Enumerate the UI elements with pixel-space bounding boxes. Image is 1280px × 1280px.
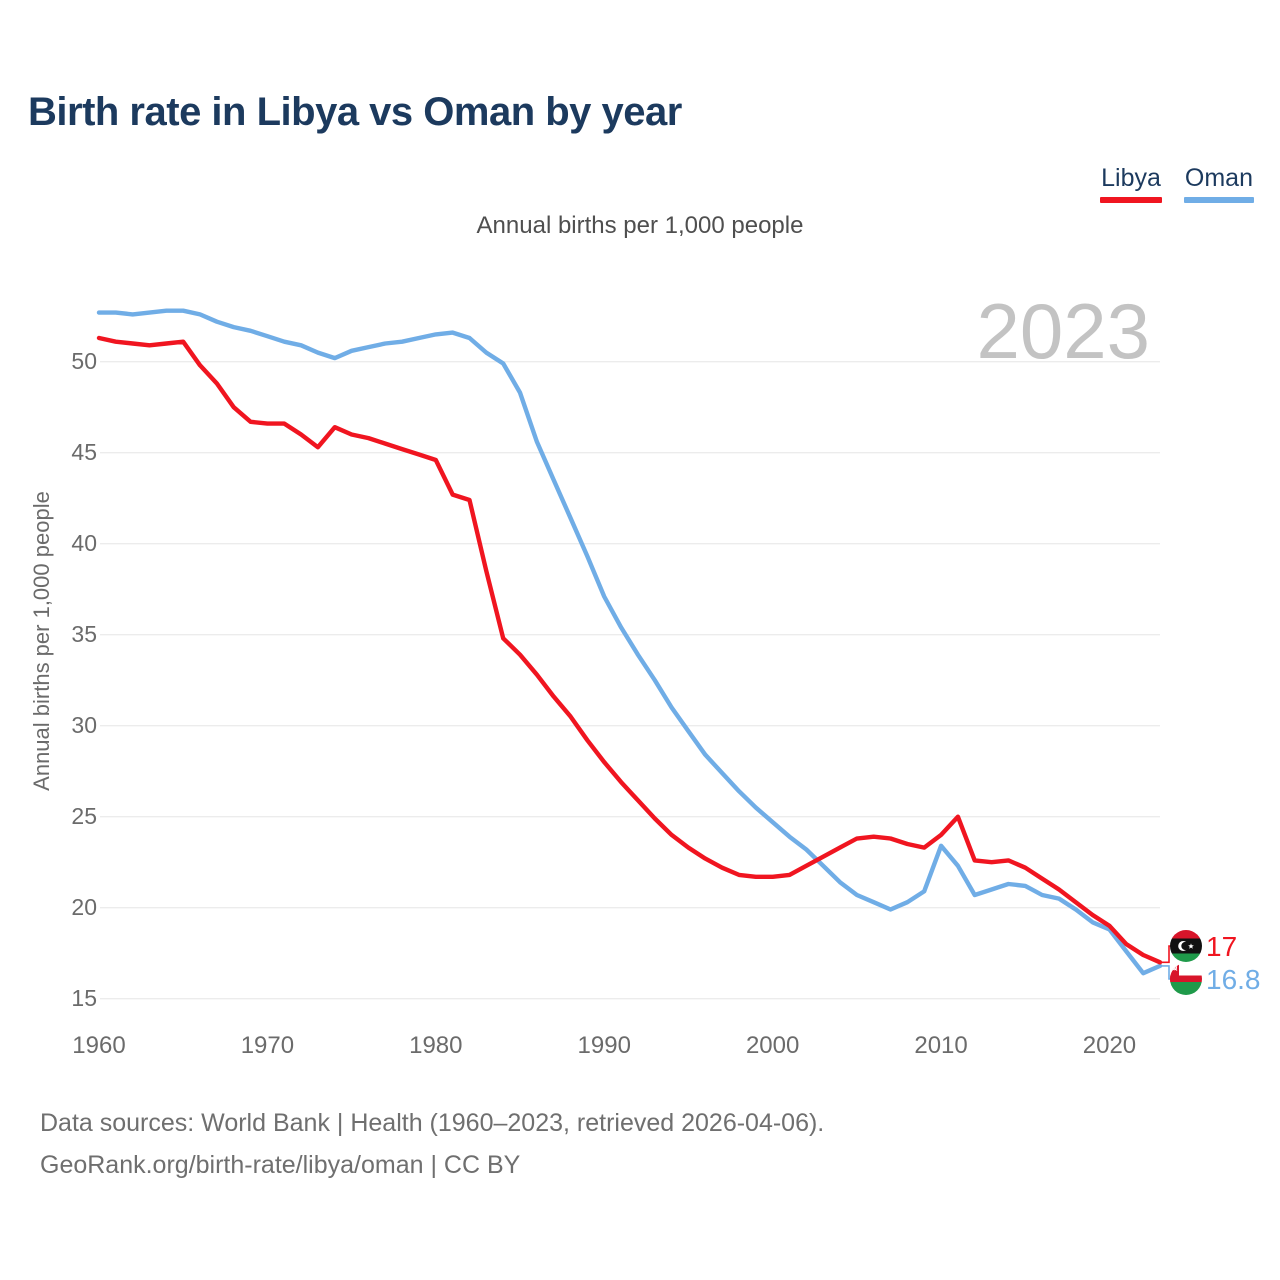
y-tick-label: 45 xyxy=(71,438,97,465)
legend-label-libya: Libya xyxy=(1101,164,1161,192)
legend-item-oman[interactable]: Oman xyxy=(1183,164,1254,203)
y-tick-label: 20 xyxy=(71,893,97,920)
y-tick-label: 40 xyxy=(71,529,97,556)
x-tick-label: 1980 xyxy=(409,1032,463,1059)
y-tick-label: 30 xyxy=(71,711,97,738)
legend-underline-oman xyxy=(1183,197,1254,203)
footer-attribution-line: GeoRank.org/birth-rate/libya/oman | CC B… xyxy=(40,1151,521,1179)
libya-flag-icon xyxy=(1170,930,1202,962)
legend-underline-libya xyxy=(1100,197,1162,203)
y-tick-label: 50 xyxy=(71,347,97,374)
oman-end-value: 16.8 xyxy=(1206,964,1261,995)
oman-flag-icon xyxy=(1170,963,1202,995)
x-tick-label: 2000 xyxy=(745,1032,800,1059)
series-line-oman xyxy=(96,308,1163,976)
libya-end-value: 17 xyxy=(1206,931,1238,962)
legend-item-libya[interactable]: Libya xyxy=(1100,164,1162,203)
year-watermark: 2023 xyxy=(976,287,1150,375)
x-tick-label: 2010 xyxy=(914,1032,968,1059)
footer: Data sources: World Bank | Health (1960–… xyxy=(40,1102,824,1186)
page-title: Birth rate in Libya vs Oman by year xyxy=(28,90,682,134)
y-tick-label: 15 xyxy=(71,984,97,1011)
footer-sources-line: Data sources: World Bank | Health (1960–… xyxy=(40,1109,825,1137)
y-tick-label: 35 xyxy=(71,620,97,647)
chart-subtitle: Annual births per 1,000 people xyxy=(476,212,804,239)
legend-label-oman: Oman xyxy=(1184,164,1253,192)
x-tick-label: 1960 xyxy=(72,1032,126,1059)
series-line-libya xyxy=(96,335,1163,965)
x-tick-label: 2020 xyxy=(1082,1032,1137,1059)
y-tick-label: 25 xyxy=(71,802,97,829)
legend: Libya Oman xyxy=(1100,164,1254,203)
x-tick-label: 1990 xyxy=(577,1032,631,1059)
x-tick-label: 1970 xyxy=(240,1032,295,1059)
